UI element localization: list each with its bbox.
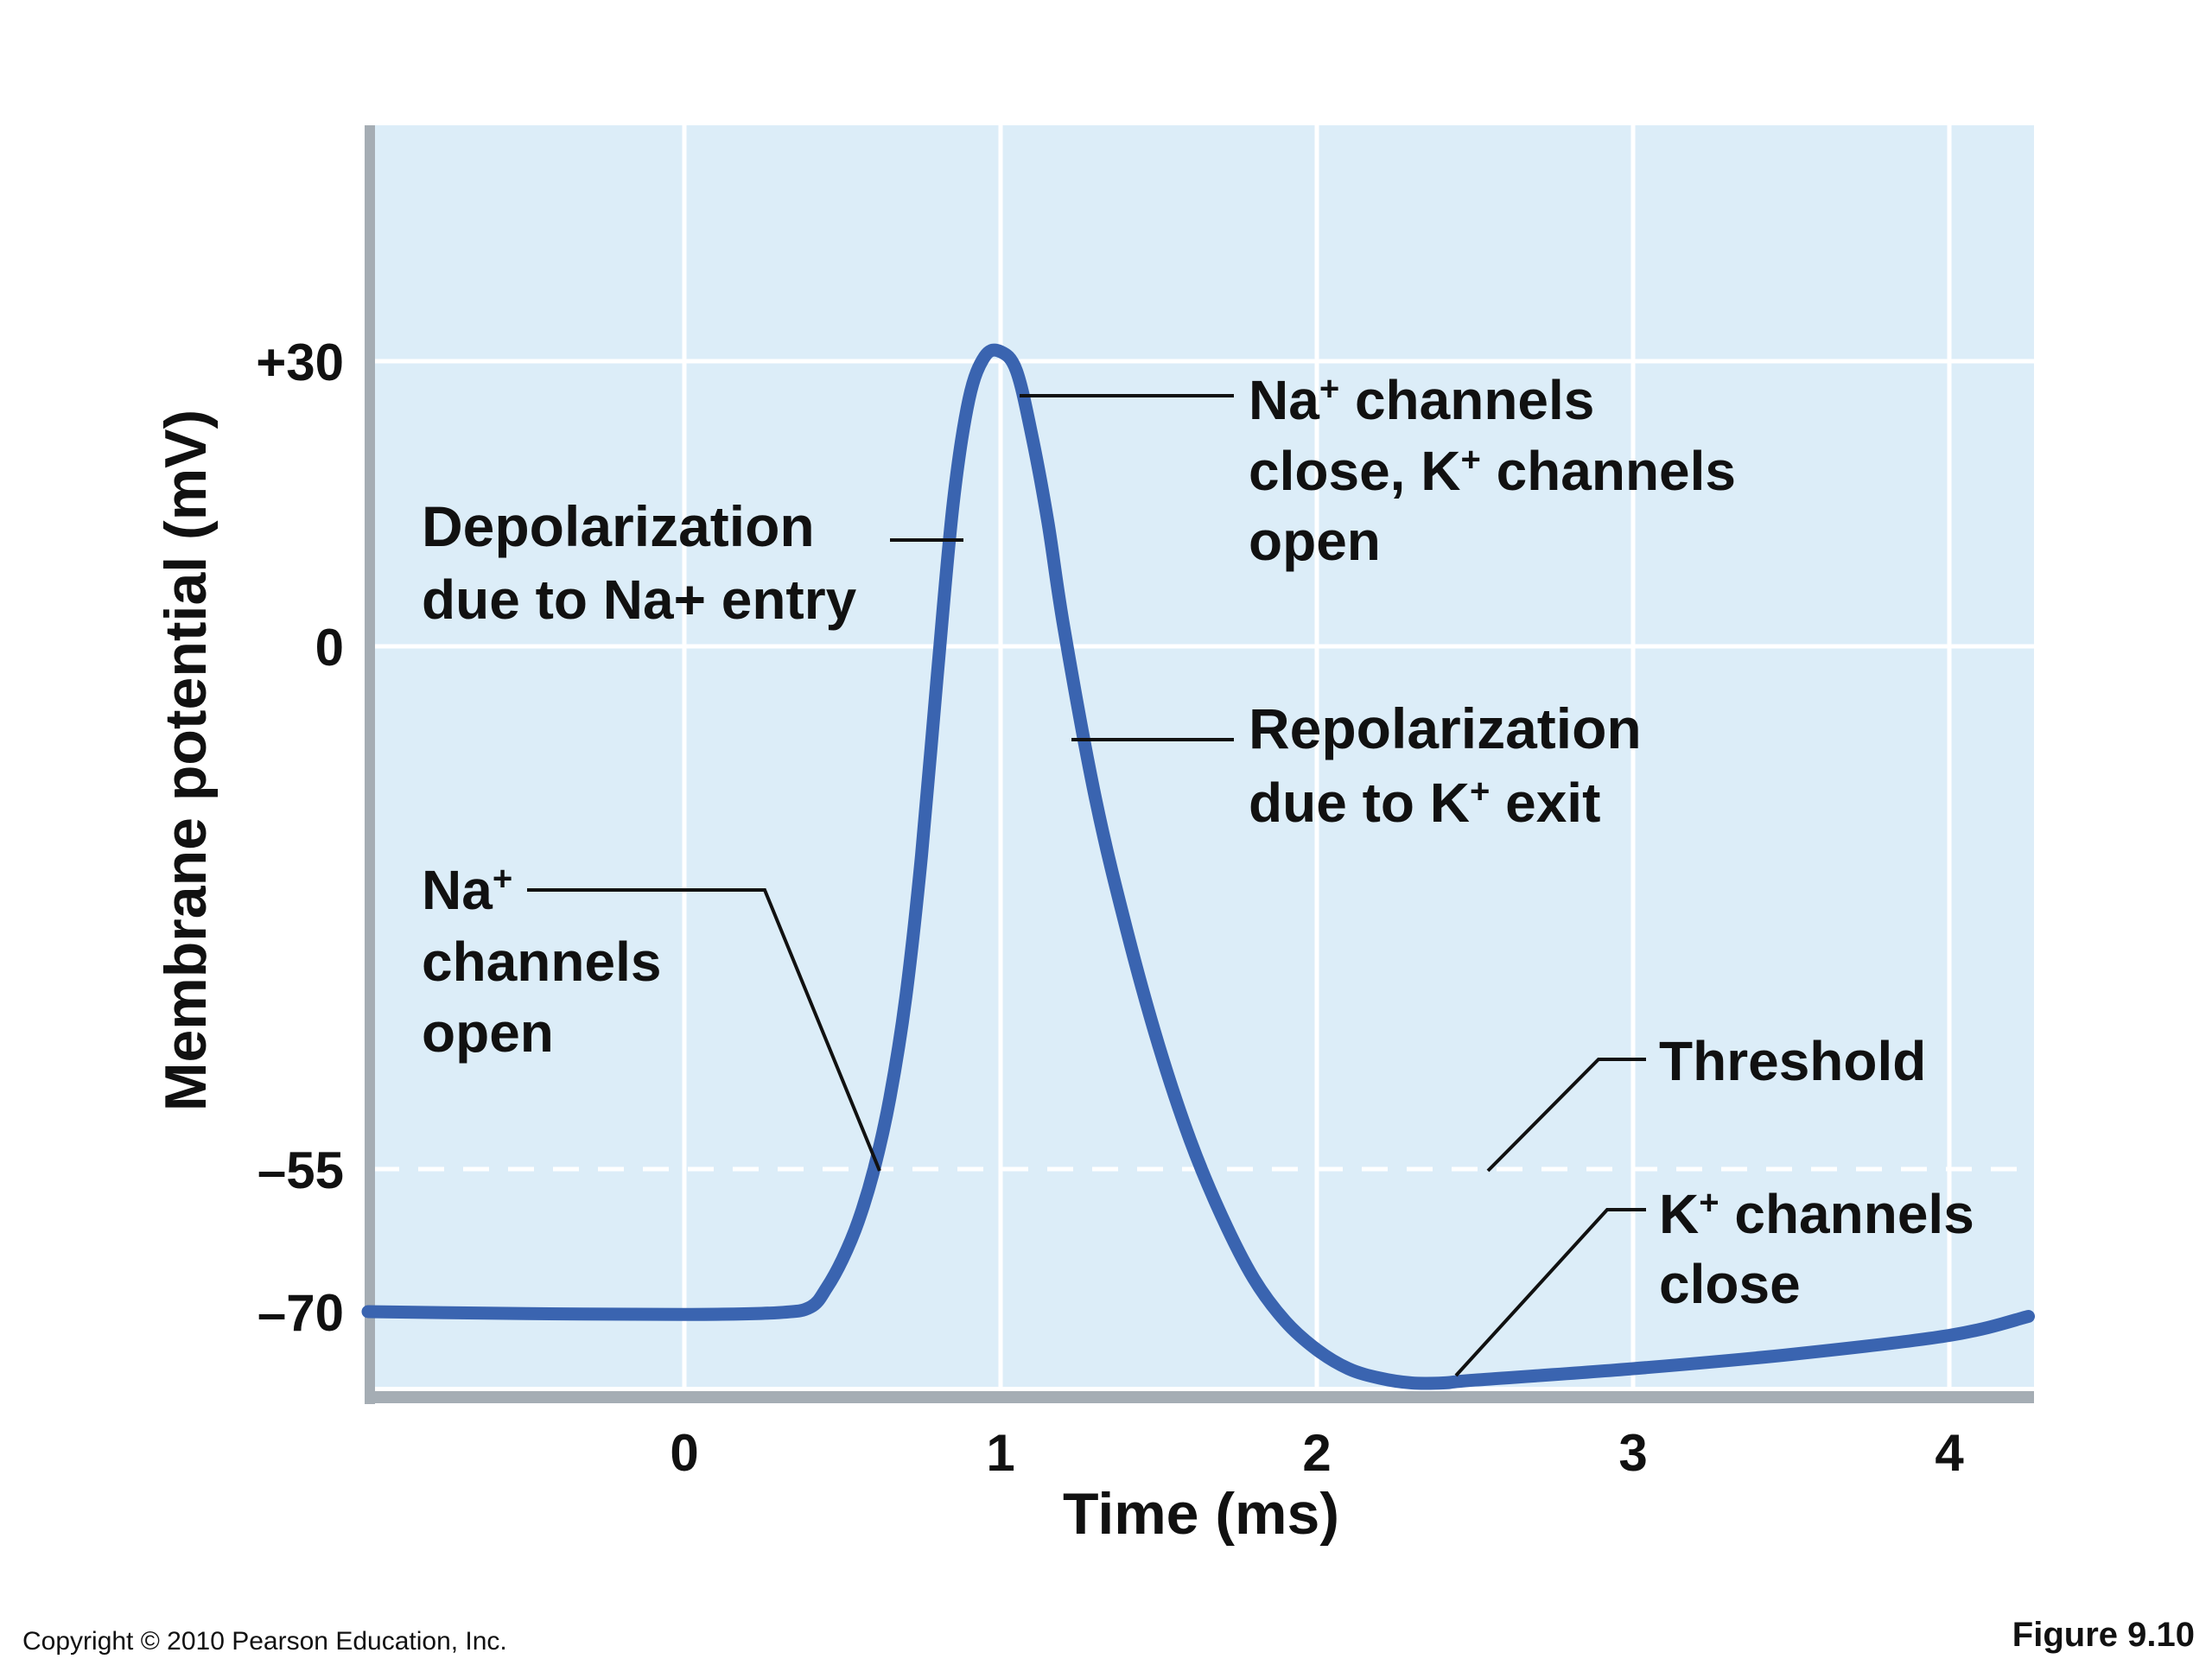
annotation-na-channels-close: Na+ channels close, K+ channels open [1249,369,1736,572]
annotation-repolarization: Repolarization due to K+ exit [1249,696,1642,834]
k-close-line-2: close [1659,1253,1801,1315]
depolarization-title: Depolarization [422,494,815,558]
annotation-depolarization: Depolarization due to Na+ entry [422,494,857,631]
na-open-line-1: Na+ [422,859,512,921]
na-close-line-1: Na+ channels [1249,369,1594,431]
threshold-label: Threshold [1659,1030,1926,1092]
figure-number: Figure 9.10 [2012,1616,2195,1654]
x-tick-labels: 0 1 2 3 4 [670,1424,1964,1482]
membrane-potential-series [361,343,2035,1390]
y-axis-line [365,125,375,1404]
y-tick-label: 0 [315,619,344,677]
na-close-line-3: open [1249,510,1381,572]
leader-k-close [1454,1208,1646,1377]
x-tick-label: 3 [1618,1424,1647,1482]
y-tick-labels: +30 0 –55 –70 [256,334,344,1342]
x-axis-title: Time (ms) [1063,1481,1339,1547]
repolarization-title: Repolarization [1249,696,1642,760]
x-tick-label: 1 [986,1424,1014,1482]
x-tick-label: 0 [670,1424,698,1482]
axes [365,125,2034,1404]
y-tick-label: –70 [257,1284,344,1342]
annotation-leaders [527,394,1646,1377]
x-axis-line [365,1391,2034,1403]
annotation-na-channels-open: Na+ channels open [422,859,661,1064]
na-close-line-2: close, K+ channels [1249,440,1736,502]
y-tick-label: +30 [256,334,344,391]
grid-lines [373,125,2034,1387]
copyright-notice: Copyright © 2010 Pearson Education, Inc. [22,1627,507,1656]
na-open-line-2: channels [422,931,661,993]
y-tick-label: –55 [257,1141,344,1199]
annotation-k-channels-close: K+ channels close [1659,1183,1974,1315]
k-close-line-1: K+ channels [1659,1183,1974,1245]
x-tick-label: 2 [1302,1424,1331,1482]
leader-threshold [1486,1058,1646,1173]
y-axis-title: Membrane potential (mV) [153,410,219,1111]
leader-na-open [527,888,881,1172]
depolarization-detail: due to Na+ entry [422,569,857,631]
na-open-line-3: open [422,1001,554,1064]
repolarization-detail: due to K+ exit [1249,772,1600,834]
x-tick-label: 4 [1935,1424,1964,1482]
